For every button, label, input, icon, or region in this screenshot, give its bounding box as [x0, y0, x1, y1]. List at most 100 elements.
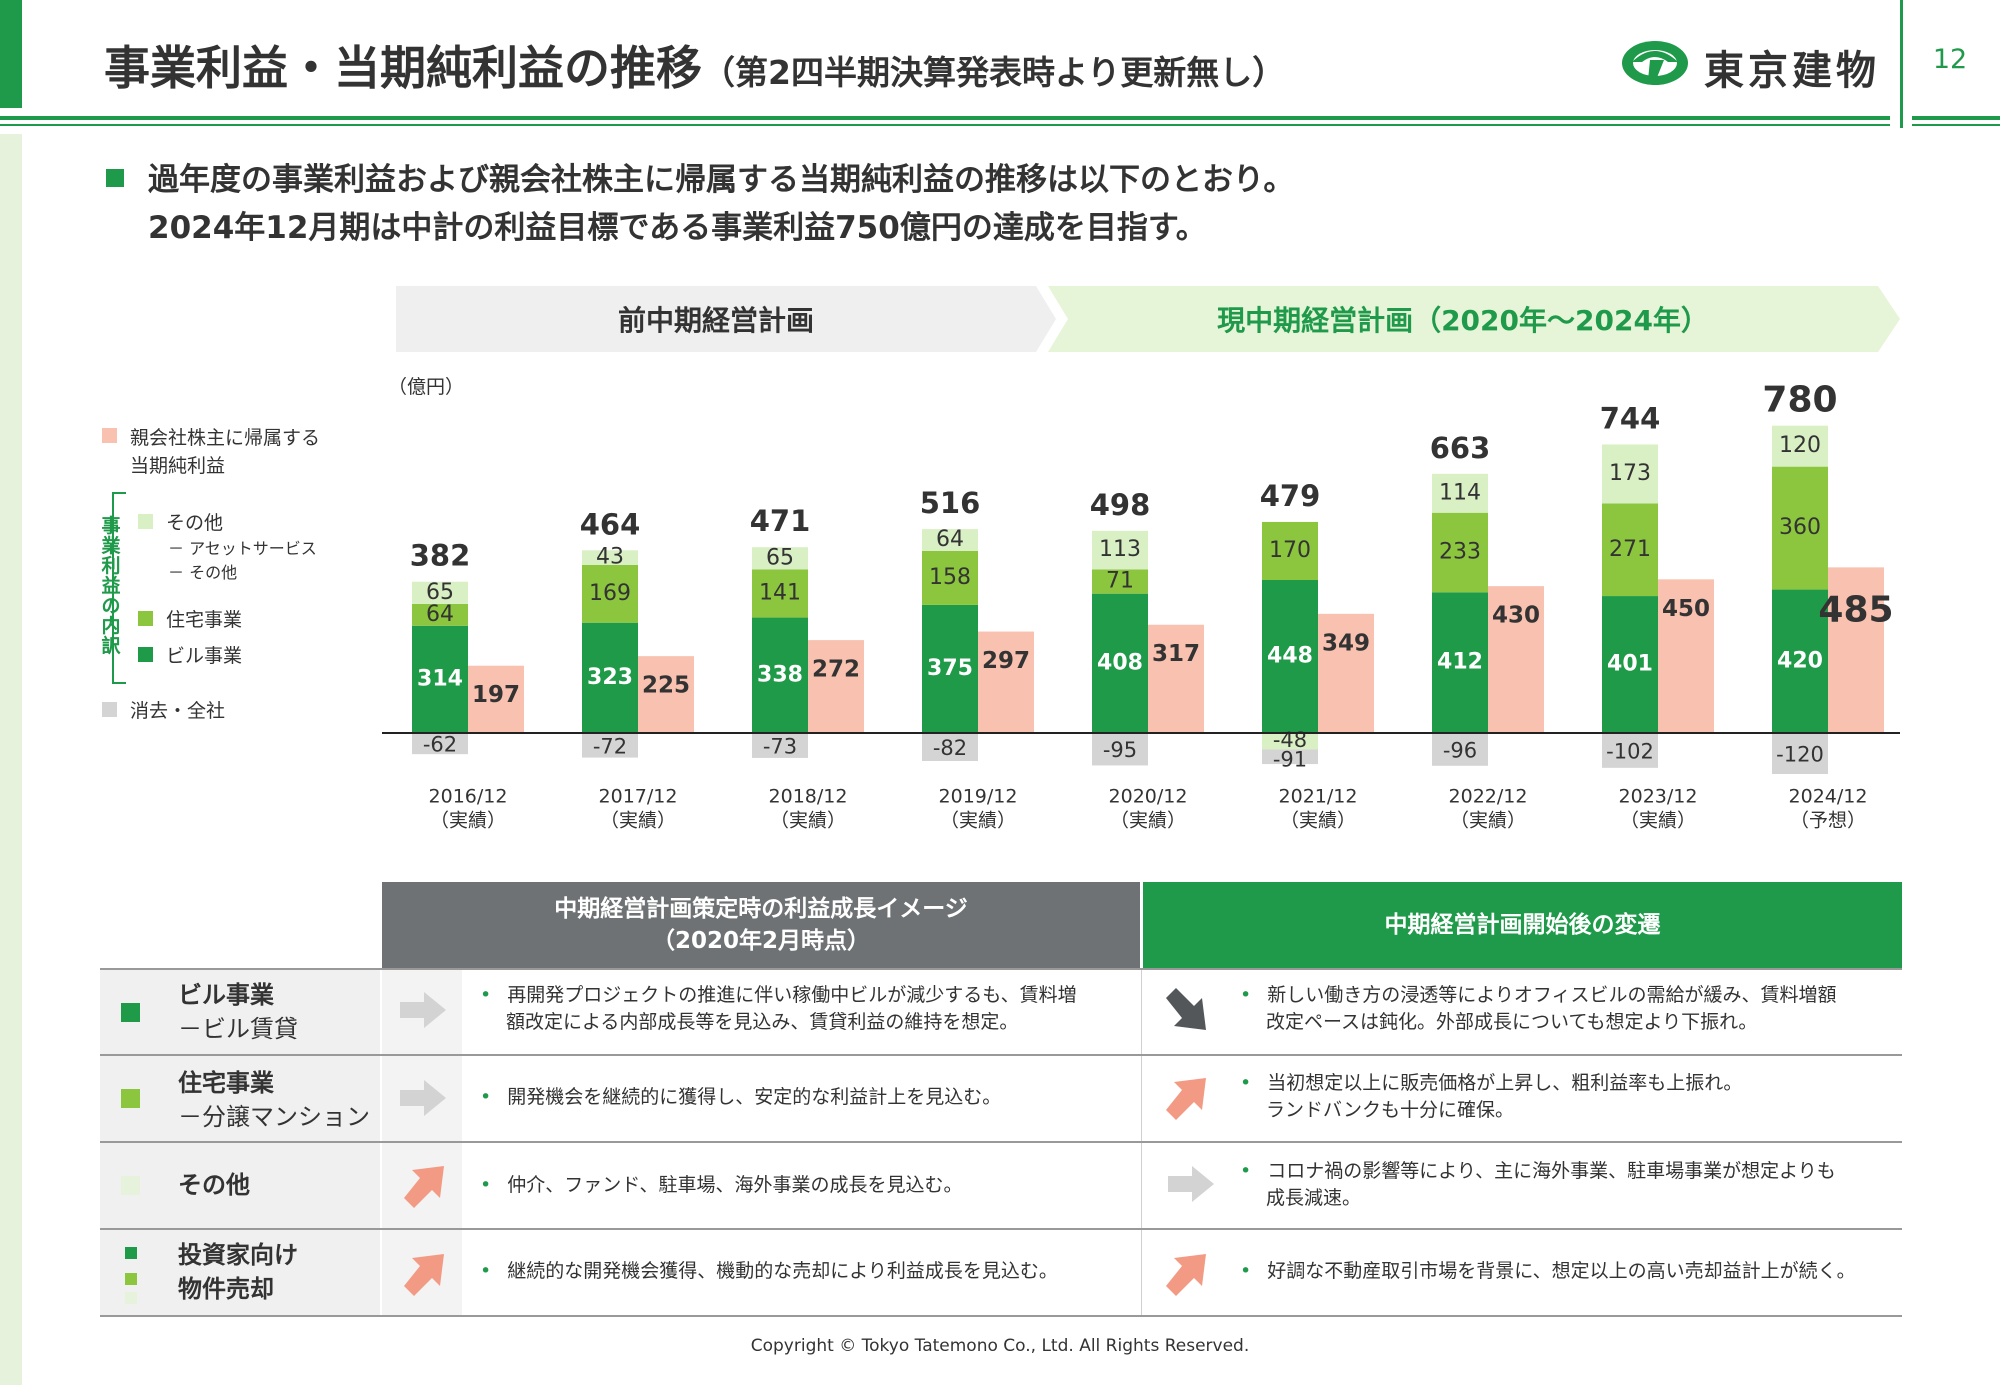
bar-residential: [1092, 569, 1148, 594]
header-divider-right: [1912, 116, 2000, 120]
label-elimination: -73: [763, 734, 797, 758]
x-tick-note: （実績）: [430, 810, 506, 832]
arrow-down-icon: [1166, 988, 1206, 1030]
legend-swatch-building: [138, 647, 153, 662]
lead-text: 過年度の事業利益および親会社株主に帰属する当期純利益の推移は以下のとおり。 20…: [106, 156, 1294, 252]
label-residential: 233: [1439, 540, 1481, 565]
row-actual-text-investor: • 好調な不動産取引市場を背景に、想定以上の高い売却益計上が続く。: [1240, 1260, 1856, 1282]
arrow-flat-icon: [400, 992, 446, 1028]
header-divider: [0, 116, 1890, 120]
table-header-plan: 中期経営計画策定時の利益成長イメージ （2020年2月時点）: [382, 882, 1140, 968]
row-swatch-investor-residential: [125, 1273, 137, 1285]
table-header-actual: 中期経営計画開始後の変遷: [1143, 882, 1902, 968]
label-total: 471: [750, 504, 811, 538]
label-elimination: -120: [1776, 742, 1824, 766]
bar-other: [1602, 444, 1658, 504]
legend-swatch-elimination: [102, 702, 117, 717]
legend-swatch-net-income: [102, 428, 117, 443]
x-tick-note: （実績）: [770, 810, 846, 832]
x-tick-label: 2024/12: [1789, 786, 1868, 808]
legend-building: ビル事業: [166, 645, 243, 667]
arrow-flat-icon: [1168, 1166, 1214, 1202]
label-building: 375: [927, 656, 973, 681]
row-actual-text-other: • コロナ禍の影響等により、主に海外事業、駐車場事業が想定よりも 成長減速。: [1240, 1160, 1836, 1209]
bar-other: [1092, 530, 1148, 570]
company-logo-icon: [1622, 41, 1688, 85]
label-other: 173: [1609, 461, 1651, 486]
bar-residential: [1602, 503, 1658, 597]
page-title: 事業利益・当期純利益の推移（第2四半期決算発表時より更新無し）: [104, 41, 1286, 95]
label-elimination: -62: [423, 733, 457, 757]
arrow-flat-icon: [400, 1080, 446, 1116]
bar-other: [1772, 425, 1828, 467]
label-elimination: -96: [1443, 738, 1477, 762]
bar-net-income: [1658, 579, 1714, 733]
legend-net-income-line1: 親会社株主に帰属する: [130, 427, 321, 449]
label-total: 663: [1430, 431, 1491, 465]
label-net-income: 450: [1662, 596, 1710, 622]
page-number: 12: [1932, 44, 1968, 75]
label-residential: 170: [1269, 538, 1311, 563]
row-plan-text-investor: • 継続的な開発機会獲得、機動的な売却により利益成長を見込む。: [480, 1260, 1058, 1282]
x-tick-label: 2020/12: [1109, 786, 1188, 808]
legend-breakdown-label: 事業利益の内訳: [101, 515, 121, 657]
row-label-building: ビル事業 －ビル賃貸: [178, 978, 298, 1046]
label-building: 338: [757, 662, 803, 687]
bar-net-income: [978, 631, 1034, 733]
bar-residential: [922, 550, 978, 605]
bar-net-income: [1318, 613, 1374, 733]
label-net-income: 272: [812, 657, 860, 683]
header-divider-thin: [0, 124, 1890, 126]
phase-banner-previous: [396, 286, 1056, 352]
label-building: 420: [1777, 648, 1823, 673]
lead-line-1: 過年度の事業利益および親会社株主に帰属する当期純利益の推移は以下のとおり。: [148, 162, 1295, 198]
label-total: 464: [580, 507, 641, 541]
label-net-income: 349: [1322, 630, 1370, 656]
label-residential: 169: [589, 581, 631, 606]
bar-residential: [1772, 466, 1828, 590]
table-row-line-1: [100, 1054, 1902, 1056]
row-label-residential: 住宅事業 －分譲マンション: [178, 1066, 370, 1134]
bar-elimination: [1432, 733, 1488, 766]
x-tick-label: 2018/12: [769, 786, 848, 808]
label-building: 323: [587, 665, 633, 690]
label-residential: 64: [426, 602, 454, 627]
table-header-plan-line1: 中期経営計画策定時の利益成長イメージ: [554, 896, 968, 922]
header-accent-bar: [0, 0, 22, 108]
bar-other: [1432, 473, 1488, 513]
row-swatch-investor-building: [125, 1247, 137, 1259]
label-total: 498: [1090, 488, 1151, 522]
profit-bar-chart: 3146465-623821972016/12（実績）32316943-7246…: [382, 380, 1900, 832]
copyright: Copyright © Tokyo Tatemono Co., Ltd. All…: [750, 1336, 1250, 1356]
label-elimination: -95: [1103, 738, 1137, 762]
label-net-income: 197: [472, 682, 520, 708]
label-total: 479: [1260, 479, 1321, 513]
x-tick-note: （実績）: [1620, 810, 1696, 832]
label-total: 382: [410, 539, 471, 573]
bar-elimination: [1602, 733, 1658, 768]
arrow-up-icon: [404, 1254, 444, 1296]
table-row-line-2: [100, 1141, 1902, 1143]
bar-net-income: [638, 656, 694, 733]
x-tick-label: 2022/12: [1449, 786, 1528, 808]
page-subtitle: （第2四半期決算発表時より更新無し）: [702, 53, 1286, 92]
label-building: 412: [1437, 650, 1483, 675]
row-label-investor: 投資家向け 物件売却: [178, 1238, 298, 1306]
bar-net-income: [468, 665, 524, 733]
label-residential: 271: [1609, 537, 1651, 562]
legend-bracket-line: [112, 492, 114, 684]
legend-other-sub2: － その他: [168, 563, 238, 582]
row-plan-text-other: • 仲介、ファンド、駐車場、海外事業の成長を見込む。: [480, 1174, 963, 1196]
label-residential: 141: [759, 580, 801, 605]
bar-building: [1262, 580, 1318, 733]
x-tick-note: （実績）: [600, 810, 676, 832]
bar-elimination: [1262, 749, 1318, 765]
table-row-line-4: [100, 1315, 1902, 1317]
legend-swatch-other: [138, 514, 153, 529]
label-elimination: -91: [1273, 748, 1307, 772]
bullet-square-icon: [106, 168, 124, 187]
bar-residential: [752, 569, 808, 618]
label-net-income: 430: [1492, 603, 1540, 629]
label-total: 744: [1600, 401, 1661, 435]
phase-label-current: 現中期経営計画（2020年～2024年）: [1217, 304, 1709, 337]
